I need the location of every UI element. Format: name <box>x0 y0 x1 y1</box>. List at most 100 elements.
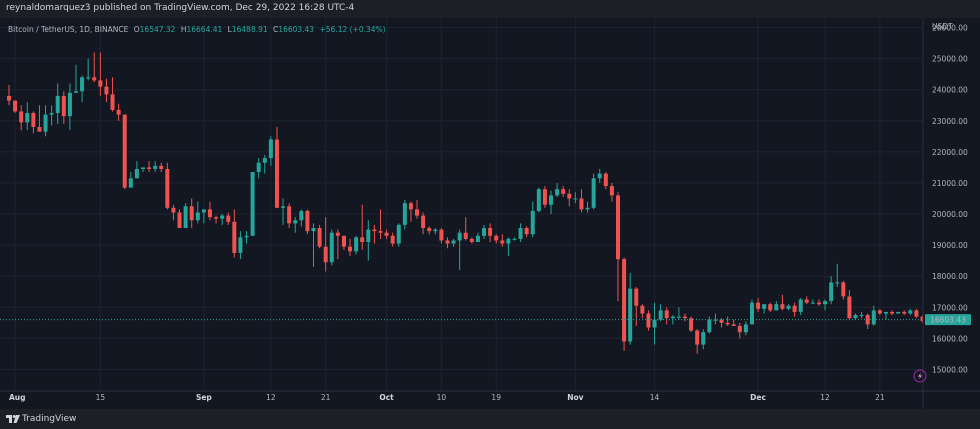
candle-body <box>786 305 791 309</box>
candle-body <box>408 203 413 210</box>
candle-body <box>214 217 219 219</box>
candle-body <box>61 95 66 117</box>
candle-body <box>469 238 474 243</box>
low-value: 16488.91 <box>231 25 268 34</box>
candle-body <box>360 237 365 243</box>
candle-body <box>573 198 578 200</box>
close-value: 16603.43 <box>278 25 315 34</box>
price-tick-label: 22000.00 <box>932 148 968 157</box>
candle-body <box>506 238 511 244</box>
candle-body <box>98 80 103 87</box>
candle-body <box>451 240 456 244</box>
symbol-label: Bitcoin / TetherUS, 1D, BINANCE <box>8 25 129 34</box>
price-tick-label: 26000.00 <box>932 24 968 33</box>
candle-body <box>238 237 243 253</box>
candle-body <box>354 237 359 252</box>
candle-body <box>908 310 913 314</box>
chart-frame[interactable]: 26000.00 25000.00 24000.00 23000.00 22000.00… <box>0 18 980 409</box>
candle-body <box>542 189 547 205</box>
candle-body <box>603 173 608 187</box>
candle-body <box>914 310 919 317</box>
candle-body <box>378 231 383 233</box>
candle-body <box>488 228 493 236</box>
candle-body <box>390 235 395 244</box>
candle-body <box>689 318 694 331</box>
candle-body <box>189 206 194 221</box>
candle-body <box>86 77 91 79</box>
candle-body <box>25 113 30 123</box>
price-axis[interactable]: 26000.00 25000.00 24000.00 23000.00 22000.00… <box>932 24 968 375</box>
candle-body <box>366 229 371 243</box>
candle-body <box>823 301 828 305</box>
price-tick-label: 19000.00 <box>932 241 968 250</box>
candle-body <box>524 228 529 235</box>
candle-body <box>457 232 462 241</box>
candle-body <box>104 86 109 95</box>
candle-body <box>847 296 852 319</box>
candle-body <box>329 232 334 263</box>
candle-body <box>798 299 803 312</box>
candle-body <box>883 311 888 314</box>
candle-body <box>707 319 712 333</box>
candle-body <box>628 288 633 342</box>
footer-bar: TradingView <box>0 409 980 429</box>
candle-body <box>890 311 895 314</box>
candle-body <box>896 311 901 314</box>
candle-body <box>482 228 487 236</box>
time-tick-label: 10 <box>437 393 447 402</box>
price-tick-label: 20000.00 <box>932 210 968 219</box>
candle-body <box>384 232 389 236</box>
tradingview-logo-icon[interactable] <box>6 413 20 425</box>
candle-body <box>268 139 273 159</box>
candle-body <box>646 313 651 328</box>
candle-body <box>317 228 322 247</box>
lightning-icon[interactable] <box>913 369 927 383</box>
candle-body <box>433 229 438 232</box>
candle-body <box>664 310 669 319</box>
candle-body <box>500 240 505 244</box>
candle-body <box>311 228 316 232</box>
candle-body <box>804 299 809 303</box>
currency-label: USDT <box>932 22 953 31</box>
candle-body <box>585 207 590 210</box>
candle-body <box>445 240 450 244</box>
candlestick-chart[interactable]: 26000.00 25000.00 24000.00 23000.00 22000.00… <box>0 18 980 409</box>
candle-body <box>427 228 432 232</box>
candle-body <box>396 224 401 244</box>
candle-body <box>902 311 907 314</box>
candle-body <box>810 302 815 304</box>
candle-body <box>226 215 231 222</box>
candle-body <box>877 310 882 314</box>
candle-body <box>682 316 687 319</box>
time-tick-label: 15 <box>96 393 106 402</box>
open-value: 16547.32 <box>139 25 176 34</box>
candle-body <box>597 173 602 179</box>
candle-body <box>762 304 767 309</box>
candle-body <box>859 315 864 317</box>
price-tick-label: 25000.00 <box>932 55 968 64</box>
candle-body <box>475 235 480 243</box>
candle-body <box>55 95 60 114</box>
price-tick-label: 18000.00 <box>932 272 968 281</box>
candle-body <box>80 77 85 92</box>
candle-body <box>116 109 121 115</box>
candle-body <box>250 172 255 236</box>
candle-body <box>634 288 639 306</box>
candle-body <box>67 92 72 117</box>
candle-body <box>512 238 517 240</box>
time-axis[interactable]: Aug 15 Sep 12 21 Oct 10 19 Nov 14 Dec 12 21 <box>9 393 885 402</box>
candle-body <box>616 195 620 260</box>
candle-body <box>207 209 212 218</box>
candle-body <box>561 189 566 194</box>
candle-body <box>171 207 176 213</box>
candle-body <box>780 304 785 309</box>
publisher-bar: reynaldomarquez3 published on TradingVie… <box>0 0 980 18</box>
publisher-text: reynaldomarquez3 published on TradingVie… <box>6 3 355 13</box>
open-label: O <box>133 25 140 34</box>
candle-body <box>749 302 754 325</box>
candles-group <box>7 52 931 354</box>
brand-name[interactable]: TradingView <box>22 414 77 424</box>
candle-body <box>232 221 237 253</box>
candle-body <box>92 77 97 81</box>
candle-body <box>841 282 846 297</box>
